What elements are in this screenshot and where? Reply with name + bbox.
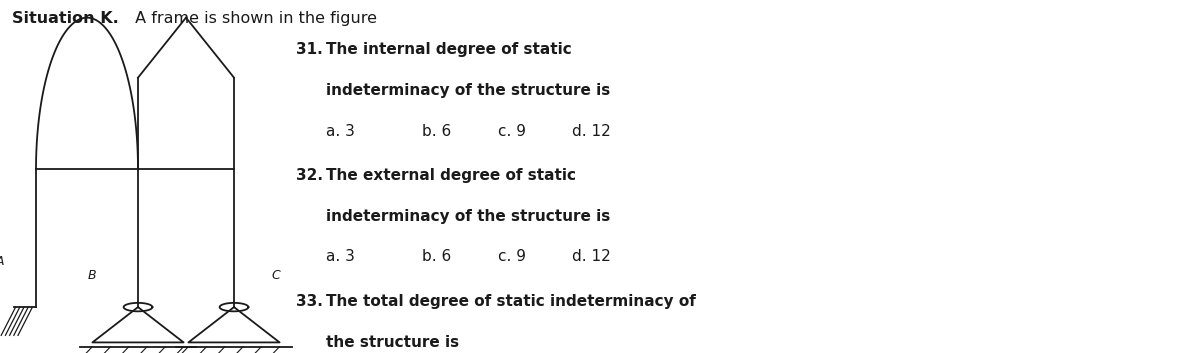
Text: d. 12: d. 12: [572, 124, 611, 138]
Text: b. 6: b. 6: [422, 124, 451, 138]
Text: 32.: 32.: [296, 168, 324, 183]
Text: The total degree of static indeterminacy of: The total degree of static indeterminacy…: [326, 294, 696, 309]
Text: A frame is shown in the figure: A frame is shown in the figure: [130, 11, 377, 25]
Text: a. 3: a. 3: [326, 249, 355, 264]
Text: c. 9: c. 9: [498, 249, 526, 264]
Text: the structure is: the structure is: [326, 335, 460, 349]
Text: The external degree of static: The external degree of static: [326, 168, 576, 183]
Text: The internal degree of static: The internal degree of static: [326, 42, 572, 57]
Text: a. 3: a. 3: [326, 124, 355, 138]
Text: 31.: 31.: [296, 42, 323, 57]
Text: Situation K.: Situation K.: [12, 11, 119, 25]
Text: indeterminacy of the structure is: indeterminacy of the structure is: [326, 83, 611, 98]
Text: A: A: [0, 255, 5, 268]
Text: indeterminacy of the structure is: indeterminacy of the structure is: [326, 209, 611, 224]
Text: b. 6: b. 6: [422, 249, 451, 264]
Text: B: B: [88, 269, 97, 282]
Text: 33.: 33.: [296, 294, 323, 309]
Text: C: C: [271, 269, 281, 282]
Text: c. 9: c. 9: [498, 124, 526, 138]
Text: d. 12: d. 12: [572, 249, 611, 264]
